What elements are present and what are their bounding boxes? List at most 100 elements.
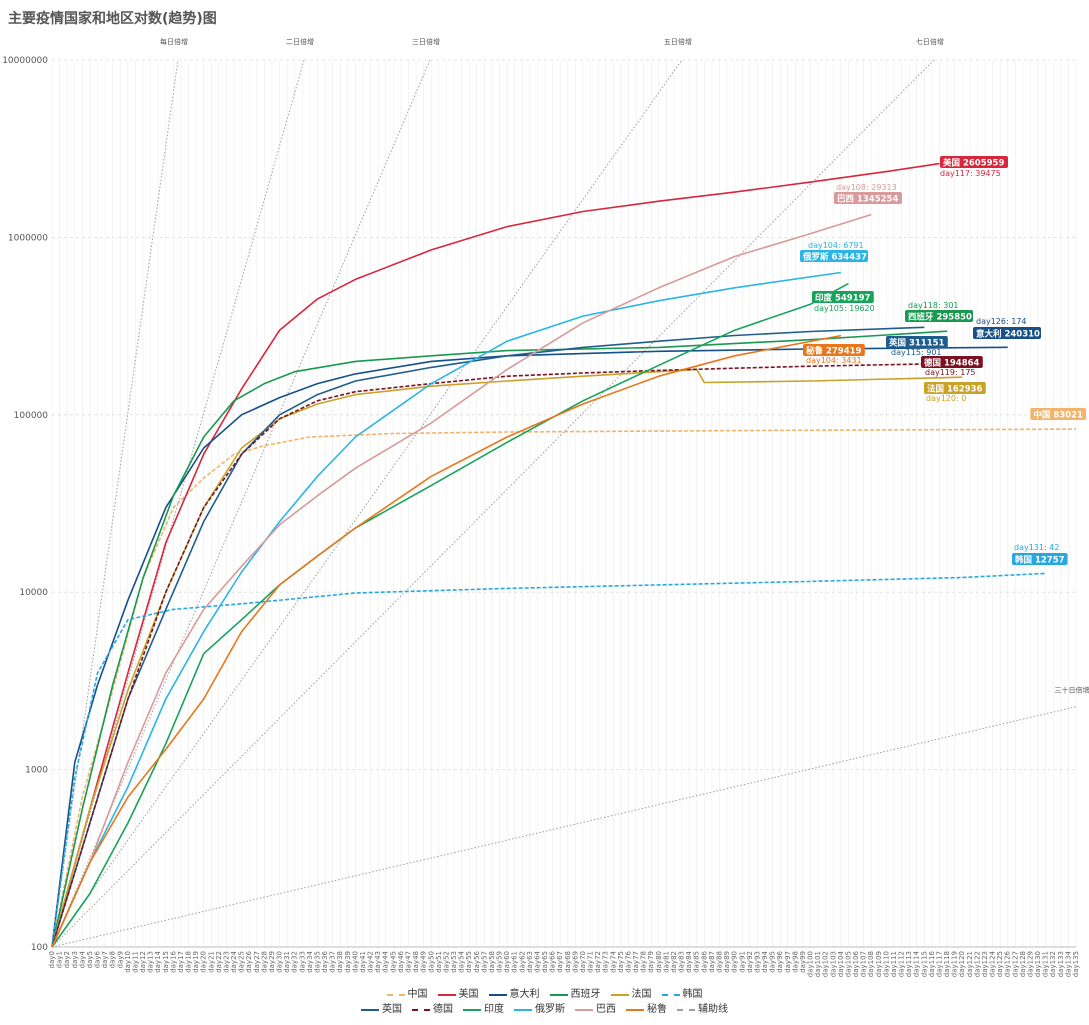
legend-item: 法国 xyxy=(610,987,652,1002)
legend-item: 美国 xyxy=(437,987,479,1002)
x-tick-label: day42 xyxy=(367,951,375,973)
y-tick-label: 10000 xyxy=(19,588,48,598)
x-tick-label: day78 xyxy=(640,951,648,973)
x-tick-label: day112 xyxy=(898,951,906,977)
x-tick-label: day107 xyxy=(860,951,868,977)
end-label-box xyxy=(924,382,986,394)
series-line xyxy=(51,572,1046,948)
x-tick-label: day60 xyxy=(503,951,511,973)
x-tick-label: day62 xyxy=(518,951,526,973)
end-label-box xyxy=(1012,553,1068,565)
legend-item: 巴西 xyxy=(575,1002,616,1017)
x-tick-label: day34 xyxy=(306,950,314,972)
legend-swatch xyxy=(610,993,629,996)
end-label-box xyxy=(834,192,902,204)
x-tick-label: day61 xyxy=(511,951,519,973)
x-tick-label: day11 xyxy=(131,951,139,973)
end-label: 中国 83021 xyxy=(1033,410,1083,421)
x-tick-label: day101 xyxy=(814,951,822,977)
end-label: 西班牙 295850 xyxy=(908,312,972,323)
x-tick-label: day118 xyxy=(943,951,951,977)
legend-swatch xyxy=(661,993,680,996)
legend-label: 意大利 xyxy=(509,989,540,1000)
legend-swatch xyxy=(575,1008,593,1011)
legend-row-2: 英国 德国 印度 俄罗斯 巴西 秘鲁 辅助线 xyxy=(0,1002,1089,1017)
reference-line-label: 三十日倍增 xyxy=(1055,686,1089,695)
legend-label: 辅助线 xyxy=(698,1004,728,1015)
x-tick-label: day26 xyxy=(245,950,253,972)
end-label: 韩国 12757 xyxy=(1015,555,1065,566)
end-label: 秘鲁 279419 xyxy=(806,346,862,357)
x-tick-label: day30 xyxy=(276,951,284,973)
x-tick-label: day29 xyxy=(268,951,276,973)
legend-label: 巴西 xyxy=(596,1004,616,1015)
legend-label: 英国 xyxy=(382,1004,402,1015)
legend-item: 西班牙 xyxy=(549,987,601,1002)
series-line xyxy=(51,330,948,948)
x-tick-label: day14 xyxy=(154,950,162,972)
x-tick-label: day70 xyxy=(579,951,587,973)
legend-label: 德国 xyxy=(433,1004,453,1015)
x-tick-label: day120 xyxy=(958,951,966,977)
x-tick-label: day19 xyxy=(192,951,200,973)
x-tick-label: day37 xyxy=(329,951,337,973)
x-tick-label: day113 xyxy=(905,951,913,977)
x-tick-label: day111 xyxy=(890,951,898,977)
series-line xyxy=(51,428,1077,948)
y-tick-label: 1000 xyxy=(25,766,48,776)
x-tick-label: day49 xyxy=(420,951,428,973)
x-tick-label: day75 xyxy=(617,951,625,973)
x-tick-label: day0 xyxy=(48,951,56,968)
x-tick-label: day55 xyxy=(465,951,473,973)
x-tick-label: day109 xyxy=(875,951,883,977)
day-label: day120: 0 xyxy=(926,394,966,403)
end-label-box xyxy=(800,250,868,262)
x-tick-label: day5 xyxy=(86,951,94,968)
x-tick-label: day41 xyxy=(359,951,367,973)
legend-swatch xyxy=(514,1008,532,1011)
x-tick-label: day115 xyxy=(920,951,928,977)
x-tick-label: day63 xyxy=(526,951,534,973)
x-tick-label: day25 xyxy=(238,951,246,973)
x-tick-label: day126 xyxy=(1004,950,1012,977)
x-tick-label: day67 xyxy=(556,951,564,973)
end-label: 意大利 240310 xyxy=(976,329,1040,340)
x-tick-label: day28 xyxy=(260,951,268,973)
x-tick-label: day31 xyxy=(283,951,291,973)
end-label-box xyxy=(812,291,874,303)
end-label: 印度 549197 xyxy=(815,293,871,304)
x-tick-label: day124 xyxy=(989,950,997,977)
day-label: day115: 901 xyxy=(891,348,942,357)
legend-item: 英国 xyxy=(361,1002,402,1017)
reference-line xyxy=(52,59,935,947)
x-tick-label: day1 xyxy=(56,951,64,968)
x-tick-label: day54 xyxy=(458,950,466,972)
x-tick-label: day33 xyxy=(298,951,306,973)
y-tick-label: 10000000 xyxy=(2,56,48,66)
legend-swatch xyxy=(412,1008,430,1011)
x-tick-label: day119 xyxy=(951,951,959,977)
legend-swatch xyxy=(386,993,405,996)
x-tick-label: day92 xyxy=(746,951,754,973)
x-tick-label: day103 xyxy=(829,951,837,977)
x-tick-label: day65 xyxy=(541,951,549,973)
x-tick-label: day123 xyxy=(981,951,989,977)
x-tick-label: day48 xyxy=(412,951,420,973)
legend-row-1: 中国 美国 意大利 西班牙 法国 韩国 xyxy=(0,987,1089,1002)
legend-label: 西班牙 xyxy=(570,989,601,1000)
x-tick-label: day86 xyxy=(700,950,708,972)
x-tick-label: day117 xyxy=(935,951,943,977)
reference-line-label: 五日倍增 xyxy=(664,37,692,46)
legend-label: 法国 xyxy=(631,989,652,1000)
x-tick-label: day7 xyxy=(101,951,109,968)
day-label: day131: 42 xyxy=(1014,543,1059,552)
x-tick-label: day121 xyxy=(966,951,974,977)
x-tick-label: day99 xyxy=(799,951,807,973)
legend-label: 中国 xyxy=(407,989,428,1000)
x-tick-label: day50 xyxy=(427,951,435,973)
series-line xyxy=(51,362,955,948)
x-tick-label: day56 xyxy=(473,950,481,972)
x-tick-label: day43 xyxy=(374,951,382,973)
x-tick-label: day104 xyxy=(837,950,845,977)
series-line xyxy=(51,326,925,948)
